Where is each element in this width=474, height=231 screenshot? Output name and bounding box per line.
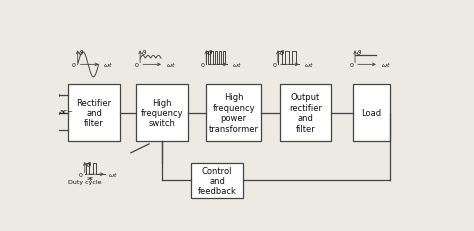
Text: $\omega t$: $\omega t$	[232, 61, 242, 69]
Text: 0: 0	[349, 63, 353, 67]
Text: $\vartheta$: $\vartheta$	[141, 48, 147, 57]
Bar	[280, 85, 331, 142]
Text: $\vartheta$: $\vartheta$	[279, 48, 285, 57]
Text: Control
and
feedback: Control and feedback	[198, 166, 237, 195]
Text: $\omega t$: $\omega t$	[166, 61, 176, 69]
Text: $\vartheta$: $\vartheta$	[78, 48, 85, 57]
Text: 0: 0	[79, 172, 83, 177]
Bar	[137, 85, 188, 142]
Text: 0: 0	[72, 63, 76, 67]
Text: 0: 0	[272, 63, 276, 67]
Text: 0: 0	[135, 63, 138, 67]
Text: ac~: ac~	[60, 108, 73, 114]
Text: $\omega t$: $\omega t$	[381, 61, 391, 69]
Text: Rectifier
and
filter: Rectifier and filter	[77, 98, 112, 128]
Text: $\vartheta$: $\vartheta$	[207, 48, 213, 57]
Bar	[353, 85, 390, 142]
Text: High
frequency
switch: High frequency switch	[141, 98, 183, 128]
Text: High
frequency
power
transformer: High frequency power transformer	[209, 93, 259, 133]
Text: T: T	[88, 176, 91, 181]
Text: Output
rectifier
and
filter: Output rectifier and filter	[289, 93, 322, 133]
Text: 0: 0	[201, 63, 204, 67]
Text: Load: Load	[362, 109, 382, 118]
Bar	[191, 163, 243, 198]
Text: $\omega t$: $\omega t$	[103, 61, 113, 69]
Text: $\vartheta$: $\vartheta$	[356, 48, 362, 57]
Text: $\omega t$: $\omega t$	[109, 170, 118, 178]
Bar	[68, 85, 120, 142]
Text: Duty cycle: Duty cycle	[68, 179, 102, 184]
Text: $\vartheta$: $\vartheta$	[85, 159, 91, 168]
Bar	[206, 85, 261, 142]
Text: $\omega t$: $\omega t$	[303, 61, 313, 69]
